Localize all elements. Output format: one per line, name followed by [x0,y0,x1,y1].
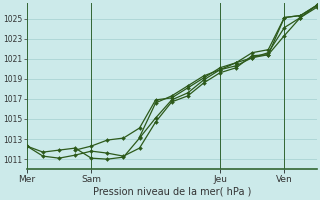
X-axis label: Pression niveau de la mer( hPa ): Pression niveau de la mer( hPa ) [92,187,251,197]
